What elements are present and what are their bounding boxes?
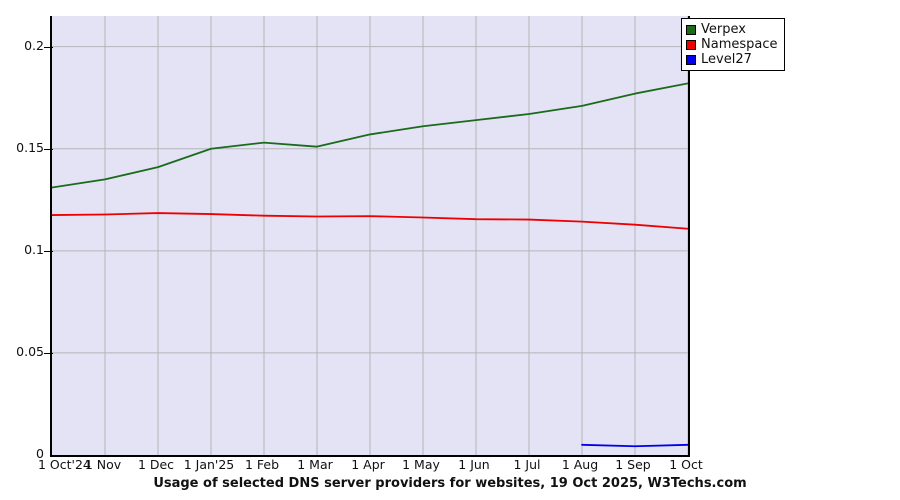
x-axis-tick-label: 1 Mar (297, 457, 333, 472)
y-axis-tick-label: 0.2 (24, 37, 44, 53)
x-axis-tick-label: 1 Jun (458, 457, 490, 472)
legend-label-namespace: Namespace (701, 37, 778, 52)
legend-label-verpex: Verpex (701, 22, 746, 37)
y-axis-tick-label: 0.05 (16, 343, 44, 359)
x-axis-tick-label: 1 Aug (561, 457, 599, 472)
legend-label-level27: Level27 (701, 52, 752, 67)
x-axis-tick-label: 1 Oct (669, 457, 703, 472)
legend-item-verpex[interactable]: Verpex (686, 22, 778, 37)
x-axis-tick-label: 1 Jul (513, 457, 541, 472)
y-axis-tick-mark (44, 46, 53, 48)
legend-swatch-namespace (686, 39, 696, 50)
x-axis-tick-label: 1 Feb (244, 457, 280, 472)
legend-swatch-verpex (686, 24, 696, 35)
x-axis-tick-label: 1 Dec (137, 457, 175, 472)
y-axis-tick-label: 0.1 (24, 241, 44, 257)
legend-swatch-level27 (686, 54, 696, 65)
chart-gridlines (52, 16, 688, 455)
y-axis-tick-label: 0.15 (16, 139, 44, 155)
legend-item-namespace[interactable]: Namespace (686, 37, 778, 52)
series-line-verpex (52, 82, 688, 189)
legend-item-level27[interactable]: Level27 (686, 52, 778, 67)
y-axis-tick-mark (44, 148, 53, 150)
x-axis-tick-label: 1 Oct'24 (38, 457, 91, 472)
chart-caption: Usage of selected DNS server providers f… (153, 476, 747, 491)
y-axis-tick-label: 0 (36, 446, 44, 461)
plot-area (50, 16, 690, 457)
series-line-namespace (52, 212, 688, 230)
x-axis-tick-label: 1 Jan'25 (183, 457, 235, 472)
x-axis-tick-label: 1 Sep (615, 457, 651, 472)
series-line-level27 (581, 443, 688, 448)
chart-legend: Verpex Namespace Level27 (681, 18, 785, 71)
x-axis-tick-label: 1 Apr (351, 457, 385, 472)
chart-series-lines (52, 82, 688, 448)
y-axis-tick-mark (44, 352, 53, 354)
y-axis-tick-mark (44, 250, 53, 252)
x-axis-tick-label: 1 May (402, 457, 440, 472)
x-axis-tick-label: 1 Nov (84, 457, 122, 472)
